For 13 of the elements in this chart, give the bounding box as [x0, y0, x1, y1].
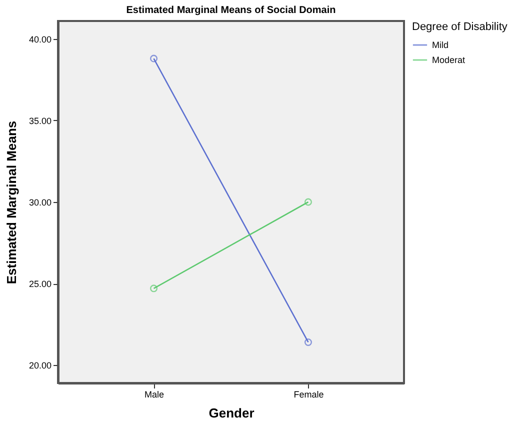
y-tick-label: 30.00	[28, 198, 52, 208]
x-axis-title: Gender	[208, 406, 254, 420]
legend-label: Mild	[432, 40, 449, 50]
chart-title: Estimated Marginal Means of Social Domain	[126, 5, 336, 16]
x-tick-label: Female	[294, 390, 324, 400]
legend-title: Degree of Disability	[412, 21, 508, 33]
y-tick-label: 20.00	[28, 360, 52, 371]
legend-label: Moderat	[432, 55, 466, 65]
y-axis-title: Estimated Marginal Means	[4, 120, 19, 284]
y-tick-label: 35.00	[28, 116, 52, 126]
y-tick-label: 25.00	[28, 279, 52, 290]
y-tick-label: 40.00	[28, 34, 52, 44]
x-tick-label: Male	[144, 390, 164, 400]
